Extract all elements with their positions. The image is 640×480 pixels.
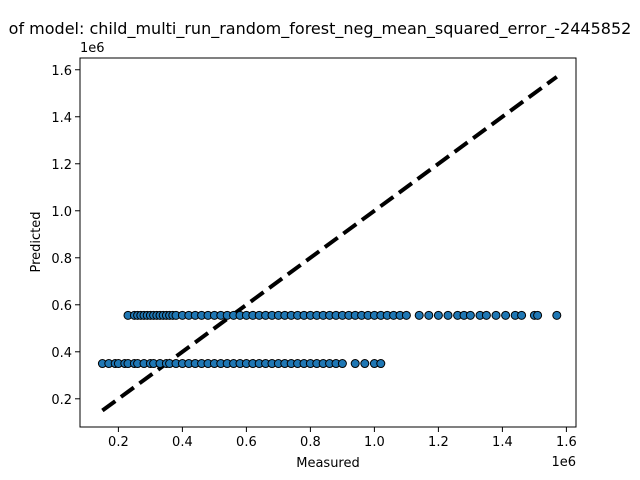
- x-tick-label: 0.2: [108, 435, 129, 450]
- y-axis-ticks: 0.2 0.4 0.6 0.8 1.0 1.2 1.4 1.6: [51, 64, 80, 408]
- x-axis-ticks: 0.2 0.4 0.6 0.8 1.0 1.2 1.4 1.6: [108, 427, 577, 450]
- data-point: [376, 359, 386, 369]
- y-tick-label: 1.0: [51, 205, 72, 220]
- x-tick-label: 0.8: [300, 435, 321, 450]
- data-point: [533, 310, 543, 320]
- y-axis-label: Predicted: [29, 211, 44, 272]
- x-tick-label: 1.6: [556, 435, 577, 450]
- plot-area-frame: [79, 57, 577, 428]
- data-point: [337, 359, 347, 369]
- x-tick-label: 1.2: [428, 435, 449, 450]
- y-tick-label: 1.4: [51, 111, 72, 126]
- chart-title: of model: child_multi_run_random_forest_…: [9, 19, 632, 39]
- data-point: [414, 310, 424, 320]
- data-point: [443, 310, 453, 320]
- x-tick-label: 1.0: [364, 435, 385, 450]
- data-point: [481, 310, 491, 320]
- y-tick-label: 1.2: [51, 158, 72, 173]
- data-point: [433, 310, 443, 320]
- data-point: [360, 359, 370, 369]
- points-layer: [97, 310, 562, 369]
- identity-reference-line: [101, 75, 558, 413]
- y-tick-label: 0.6: [51, 299, 72, 314]
- y-tick-label: 0.8: [51, 252, 72, 267]
- data-point: [491, 310, 501, 320]
- x-axis-offset-label: 1e6: [551, 455, 576, 470]
- data-point: [350, 359, 360, 369]
- data-point: [401, 310, 411, 320]
- data-point: [517, 310, 527, 320]
- y-tick-label: 1.6: [51, 64, 72, 79]
- x-tick-label: 0.4: [172, 435, 193, 450]
- reference-line-layer: [101, 75, 558, 413]
- y-axis-offset-label: 1e6: [80, 41, 105, 56]
- x-axis-label: Measured: [296, 456, 360, 471]
- x-tick-label: 1.4: [492, 435, 513, 450]
- data-point: [465, 310, 475, 320]
- x-tick-label: 0.6: [236, 435, 257, 450]
- data-point: [424, 310, 434, 320]
- data-point: [501, 310, 511, 320]
- y-tick-label: 0.2: [51, 393, 72, 408]
- data-point: [552, 310, 562, 320]
- y-tick-label: 0.4: [51, 346, 72, 361]
